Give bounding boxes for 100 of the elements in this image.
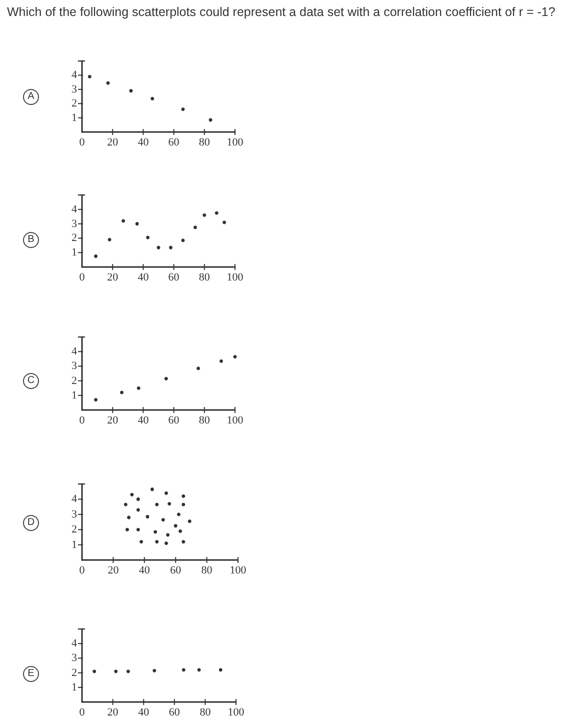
x-tick-label: 40 xyxy=(138,564,150,576)
x-tick-label: 100 xyxy=(228,706,245,718)
text: D xyxy=(23,515,39,531)
point xyxy=(164,542,168,546)
point xyxy=(233,354,237,358)
point xyxy=(182,502,186,506)
x-tick-label: 80 xyxy=(198,136,210,148)
point xyxy=(168,502,172,506)
text: A xyxy=(23,89,39,105)
text: C xyxy=(23,373,39,389)
point xyxy=(135,222,139,226)
point xyxy=(136,508,140,512)
point xyxy=(178,529,182,533)
x-tick-label: 40 xyxy=(138,414,150,426)
x-tick-label: 20 xyxy=(107,272,119,284)
x-tick-label: 20 xyxy=(107,136,119,148)
point xyxy=(108,238,112,242)
x-tick-label: 0 xyxy=(79,136,86,148)
x-tick-label: 0 xyxy=(79,706,86,718)
point xyxy=(181,108,185,112)
point xyxy=(150,488,154,492)
point xyxy=(214,211,218,215)
x-tick-label: 60 xyxy=(168,272,180,284)
x-tick-label: 0 xyxy=(79,272,86,284)
y-tick-label: 1 xyxy=(72,681,77,694)
x-tick-label: 20 xyxy=(107,414,119,426)
point xyxy=(176,512,180,516)
y-tick-label: 3 xyxy=(72,508,78,520)
y-tick-label: 2 xyxy=(72,232,77,244)
y-tick-label: 1 xyxy=(72,538,77,551)
y-tick-label: 3 xyxy=(72,360,78,372)
x-tick-label: 80 xyxy=(198,414,210,426)
y-tick-label: 1 xyxy=(72,389,77,402)
y-tick-label: 3 xyxy=(72,652,78,664)
point xyxy=(182,494,186,498)
point xyxy=(202,213,206,217)
y-tick-label: 4 xyxy=(72,638,78,650)
point xyxy=(127,516,131,520)
text: B xyxy=(23,232,39,248)
point xyxy=(164,491,168,495)
point xyxy=(136,497,140,501)
point xyxy=(122,219,126,223)
point xyxy=(146,236,150,240)
y-tick-label: 2 xyxy=(72,666,77,679)
point xyxy=(150,96,154,100)
x-tick-label: 40 xyxy=(138,136,150,148)
point xyxy=(188,519,192,523)
x-tick-label: 60 xyxy=(168,136,180,148)
point xyxy=(124,502,128,506)
x-tick-label: 100 xyxy=(226,272,244,284)
point xyxy=(94,398,98,402)
x-tick-label: 80 xyxy=(200,706,212,718)
point xyxy=(166,533,170,537)
point xyxy=(94,254,98,258)
text: Which of the following scatterplots could represent a data set with a correlation coefficient of r = -1? xyxy=(7,5,556,19)
point xyxy=(219,359,223,363)
point xyxy=(146,514,150,518)
point xyxy=(196,366,200,370)
x-tick-label: 80 xyxy=(198,272,210,284)
point xyxy=(154,530,158,534)
x-tick-label: 100 xyxy=(226,136,244,148)
point xyxy=(222,220,226,224)
point xyxy=(136,528,140,532)
y-tick-label: 2 xyxy=(72,98,77,110)
point xyxy=(136,386,140,390)
point xyxy=(130,492,134,496)
x-tick-label: 60 xyxy=(168,414,180,426)
point xyxy=(181,238,185,242)
point xyxy=(174,524,178,528)
point xyxy=(161,518,165,522)
point xyxy=(164,376,168,380)
x-tick-label: 40 xyxy=(138,706,150,718)
y-tick-label: 1 xyxy=(72,112,77,124)
y-tick-label: 3 xyxy=(72,83,78,96)
x-tick-label: 40 xyxy=(138,272,150,284)
point xyxy=(88,74,92,78)
point xyxy=(120,390,124,394)
text: E xyxy=(23,666,39,682)
point xyxy=(129,89,133,93)
y-tick-label: 4 xyxy=(72,493,78,506)
x-tick-label: 0 xyxy=(79,414,86,426)
y-tick-label: 4 xyxy=(72,203,78,216)
x-tick-label: 20 xyxy=(108,564,120,576)
point xyxy=(155,540,159,544)
y-tick-label: 4 xyxy=(72,69,78,82)
x-tick-label: 60 xyxy=(170,564,182,576)
x-tick-label: 0 xyxy=(79,564,86,576)
x-tick-label: 100 xyxy=(230,564,247,576)
x-tick-label: 20 xyxy=(107,706,119,718)
y-tick-label: 2 xyxy=(72,524,77,536)
point xyxy=(125,528,129,532)
x-tick-label: 60 xyxy=(168,706,180,718)
x-tick-label: 80 xyxy=(201,564,213,576)
y-tick-label: 2 xyxy=(72,374,77,387)
point xyxy=(140,540,144,544)
point xyxy=(182,540,186,544)
y-tick-label: 3 xyxy=(72,218,78,230)
point xyxy=(168,246,172,250)
y-tick-label: 4 xyxy=(72,346,78,358)
x-tick-label: 100 xyxy=(226,414,244,426)
